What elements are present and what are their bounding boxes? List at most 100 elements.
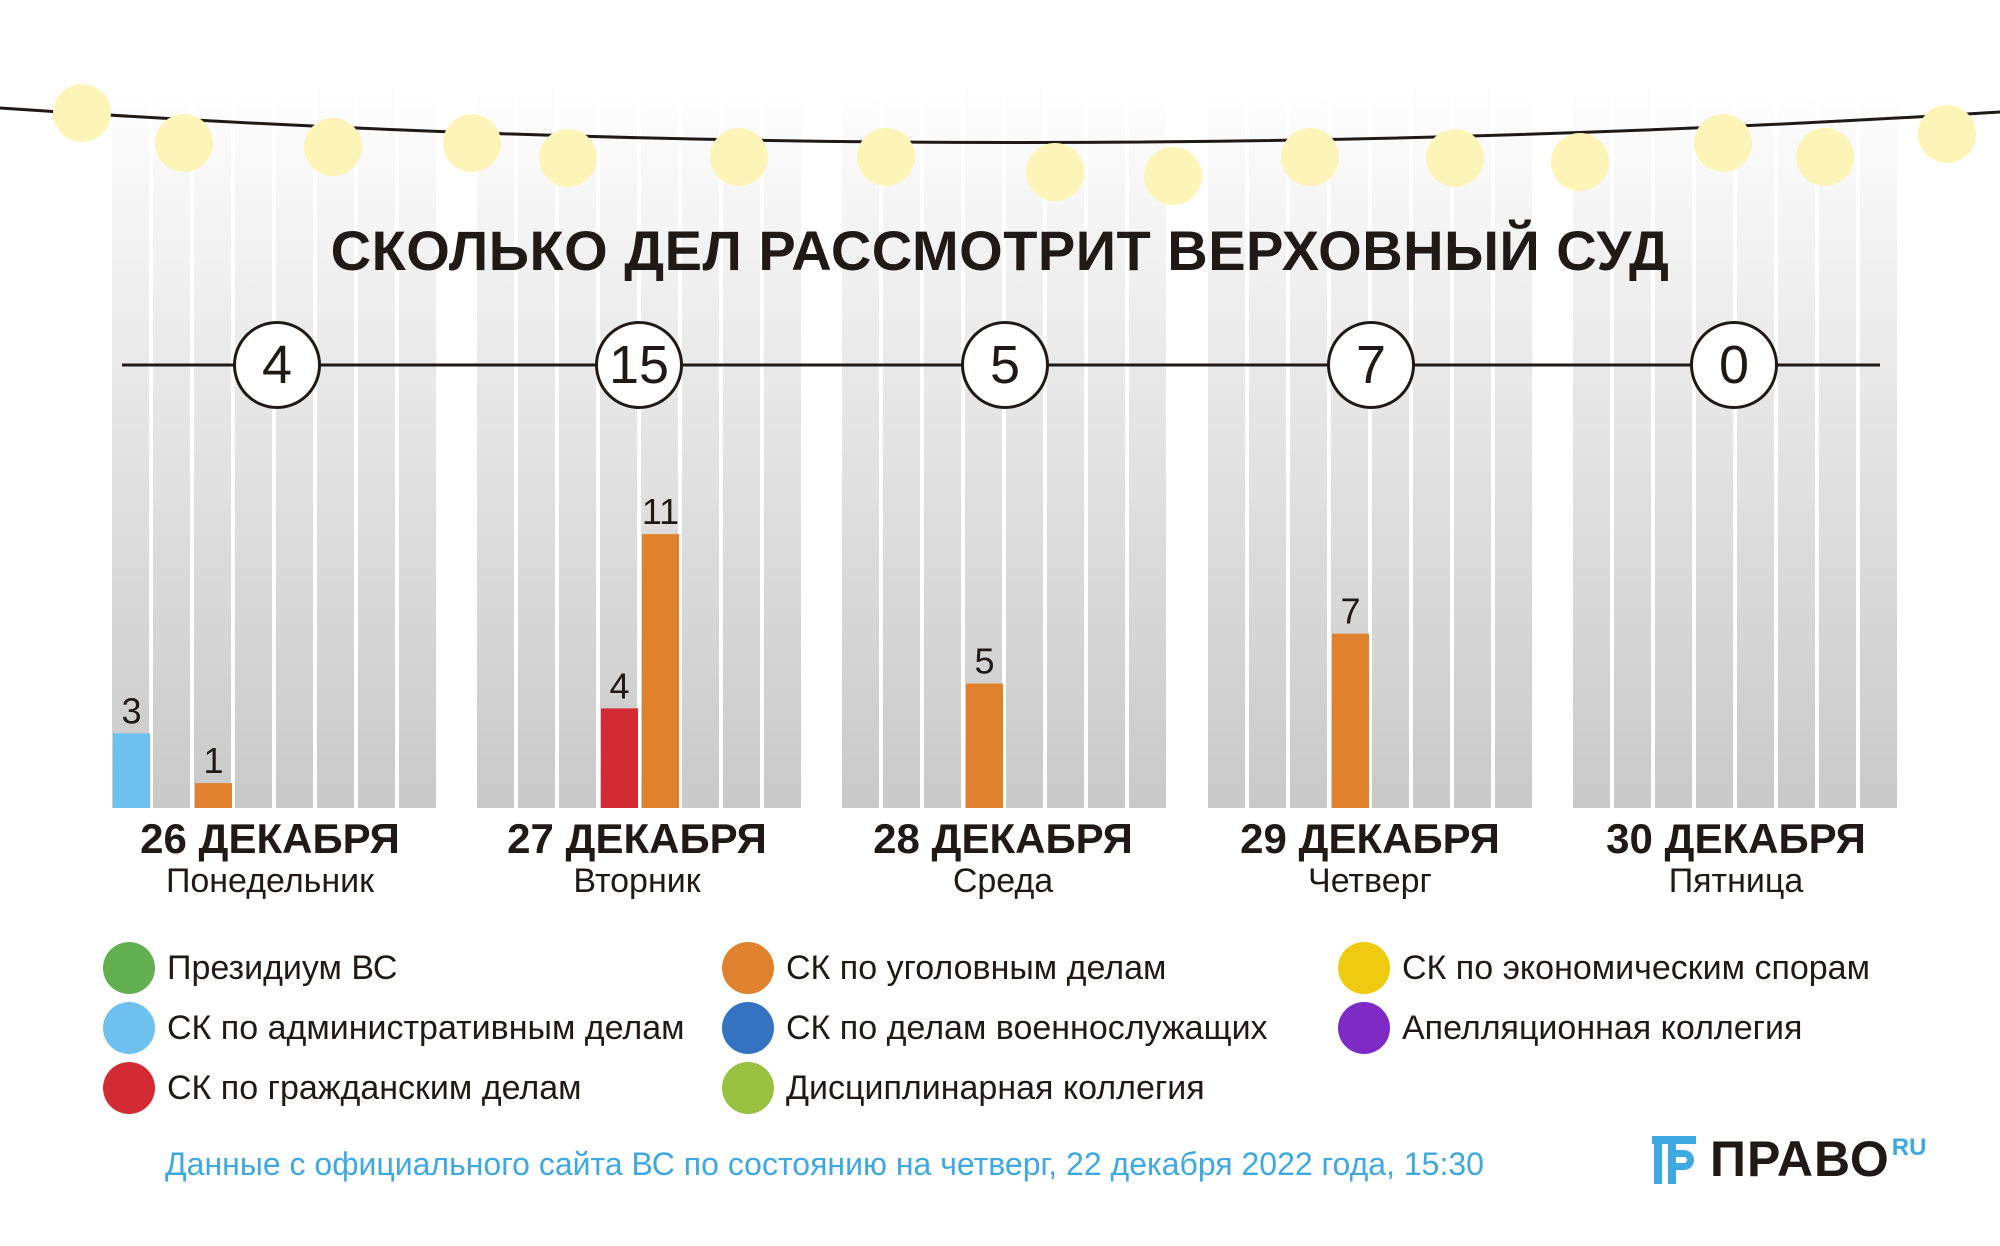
bar-value-label: 7 <box>1340 591 1360 632</box>
legend-swatch <box>103 1002 155 1054</box>
background-stripe <box>1006 80 1043 808</box>
background-stripe <box>1573 80 1610 808</box>
background-stripe <box>1737 80 1774 808</box>
bar <box>966 683 1003 808</box>
background-stripe <box>1860 80 1897 808</box>
bar-value-label: 4 <box>609 665 629 706</box>
day-date-label: 29 ДЕКАБРЯ <box>1240 815 1500 862</box>
light-bulb-icon <box>1796 128 1854 186</box>
bar <box>642 534 679 808</box>
background-stripe <box>1249 80 1286 808</box>
light-bulb-icon <box>1026 143 1084 201</box>
bar-value-label: 1 <box>203 740 223 781</box>
legend-item: СК по гражданским делам <box>103 1062 582 1114</box>
background-stripe <box>1047 80 1084 808</box>
background-stripe <box>1655 80 1692 808</box>
chart-title: СКОЛЬКО ДЕЛ РАССМОТРИТ ВЕРХОВНЫЙ СУД <box>330 219 1670 282</box>
background-stripe <box>924 80 961 808</box>
legend-swatch <box>1338 1002 1390 1054</box>
logo-text: ПРАВО <box>1710 1131 1890 1187</box>
legend-item: СК по экономическим спорам <box>1338 942 1870 994</box>
light-bulb-icon <box>539 129 597 187</box>
day-total-circle: 0 <box>1690 321 1778 409</box>
background-stripe <box>1495 80 1532 808</box>
light-bulb-icon <box>1694 114 1752 172</box>
background-stripe <box>1208 80 1245 808</box>
bar <box>195 783 232 808</box>
pravo-logo: ПРАВО RU <box>1652 1130 1926 1188</box>
legend-swatch <box>722 942 774 994</box>
bar <box>601 708 638 808</box>
background-stripe <box>112 80 149 808</box>
day-date-label: 28 ДЕКАБРЯ <box>873 815 1133 862</box>
light-bulb-icon <box>1426 129 1484 187</box>
day-total-circle: 15 <box>595 321 683 409</box>
bar-value-label: 11 <box>642 491 679 532</box>
source-note: Данные с официального сайта ВС по состоя… <box>165 1146 1484 1182</box>
background-stripe <box>194 80 231 808</box>
day-date-label: 30 ДЕКАБРЯ <box>1606 815 1866 862</box>
background-stripe <box>883 80 920 808</box>
light-bulb-icon <box>710 128 768 186</box>
legend-label: СК по административным делам <box>167 1008 685 1047</box>
background-stripe <box>764 80 801 808</box>
light-bulb-icon <box>1551 133 1609 191</box>
day-date-label: 26 ДЕКАБРЯ <box>140 815 400 862</box>
day-total-circle: 5 <box>961 321 1049 409</box>
legend-swatch <box>722 1062 774 1114</box>
day-date-label: 27 ДЕКАБРЯ <box>507 815 767 862</box>
bar-value-label: 3 <box>121 690 141 731</box>
pravo-logo-icon <box>1652 1136 1696 1184</box>
legend-label: СК по гражданским делам <box>167 1068 582 1107</box>
background-stripe <box>723 80 760 808</box>
day-weekday-label: Понедельник <box>165 862 375 900</box>
lights-wire <box>0 106 2000 145</box>
legend-swatch <box>103 1062 155 1114</box>
legend-swatch <box>103 942 155 994</box>
legend-swatch <box>722 1002 774 1054</box>
legend-label: Президиум ВС <box>167 948 398 987</box>
bar <box>1332 633 1369 808</box>
background-stripe <box>235 80 272 808</box>
background-stripe <box>842 80 879 808</box>
day-weekday-label: Четверг <box>1308 862 1432 900</box>
string-lights-icon <box>0 84 2000 205</box>
light-bulb-icon <box>304 118 362 176</box>
background-stripe <box>1372 80 1409 808</box>
light-bulb-icon <box>155 114 213 172</box>
bar <box>113 733 150 808</box>
background-stripe <box>317 80 354 808</box>
background-stripe <box>358 80 395 808</box>
day-weekday-label: Пятница <box>1668 862 1804 900</box>
background-stripe <box>1696 80 1733 808</box>
background-stripes <box>112 80 1897 808</box>
background-stripe <box>1413 80 1450 808</box>
background-stripe <box>1454 80 1491 808</box>
background-stripe <box>559 80 596 808</box>
legend-item: СК по административным делам <box>103 1002 685 1054</box>
legend-swatch <box>1338 942 1390 994</box>
light-bulb-icon <box>1144 147 1202 205</box>
legend-label: Дисциплинарная коллегия <box>786 1068 1205 1107</box>
legend-item: СК по уголовным делам <box>722 942 1166 994</box>
background-stripe <box>1614 80 1651 808</box>
background-stripe <box>600 80 637 808</box>
logo-sup: RU <box>1891 1134 1927 1161</box>
background-stripe <box>477 80 514 808</box>
background-stripe <box>518 80 555 808</box>
background-stripe <box>1778 80 1815 808</box>
legend-item: СК по делам военнослужащих <box>722 1002 1268 1054</box>
background-stripe <box>399 80 436 808</box>
light-bulb-icon <box>53 84 111 142</box>
background-stripe <box>276 80 313 808</box>
light-bulb-icon <box>443 114 501 172</box>
legend-item: Апелляционная коллегия <box>1338 1002 1803 1054</box>
bar-value-label: 5 <box>974 641 994 682</box>
day-weekday-label: Вторник <box>573 862 701 900</box>
legend-label: Апелляционная коллегия <box>1402 1008 1803 1047</box>
background-stripe <box>153 80 190 808</box>
day-total-circle: 7 <box>1327 321 1415 409</box>
background-stripe <box>1819 80 1856 808</box>
background-stripe <box>1088 80 1125 808</box>
